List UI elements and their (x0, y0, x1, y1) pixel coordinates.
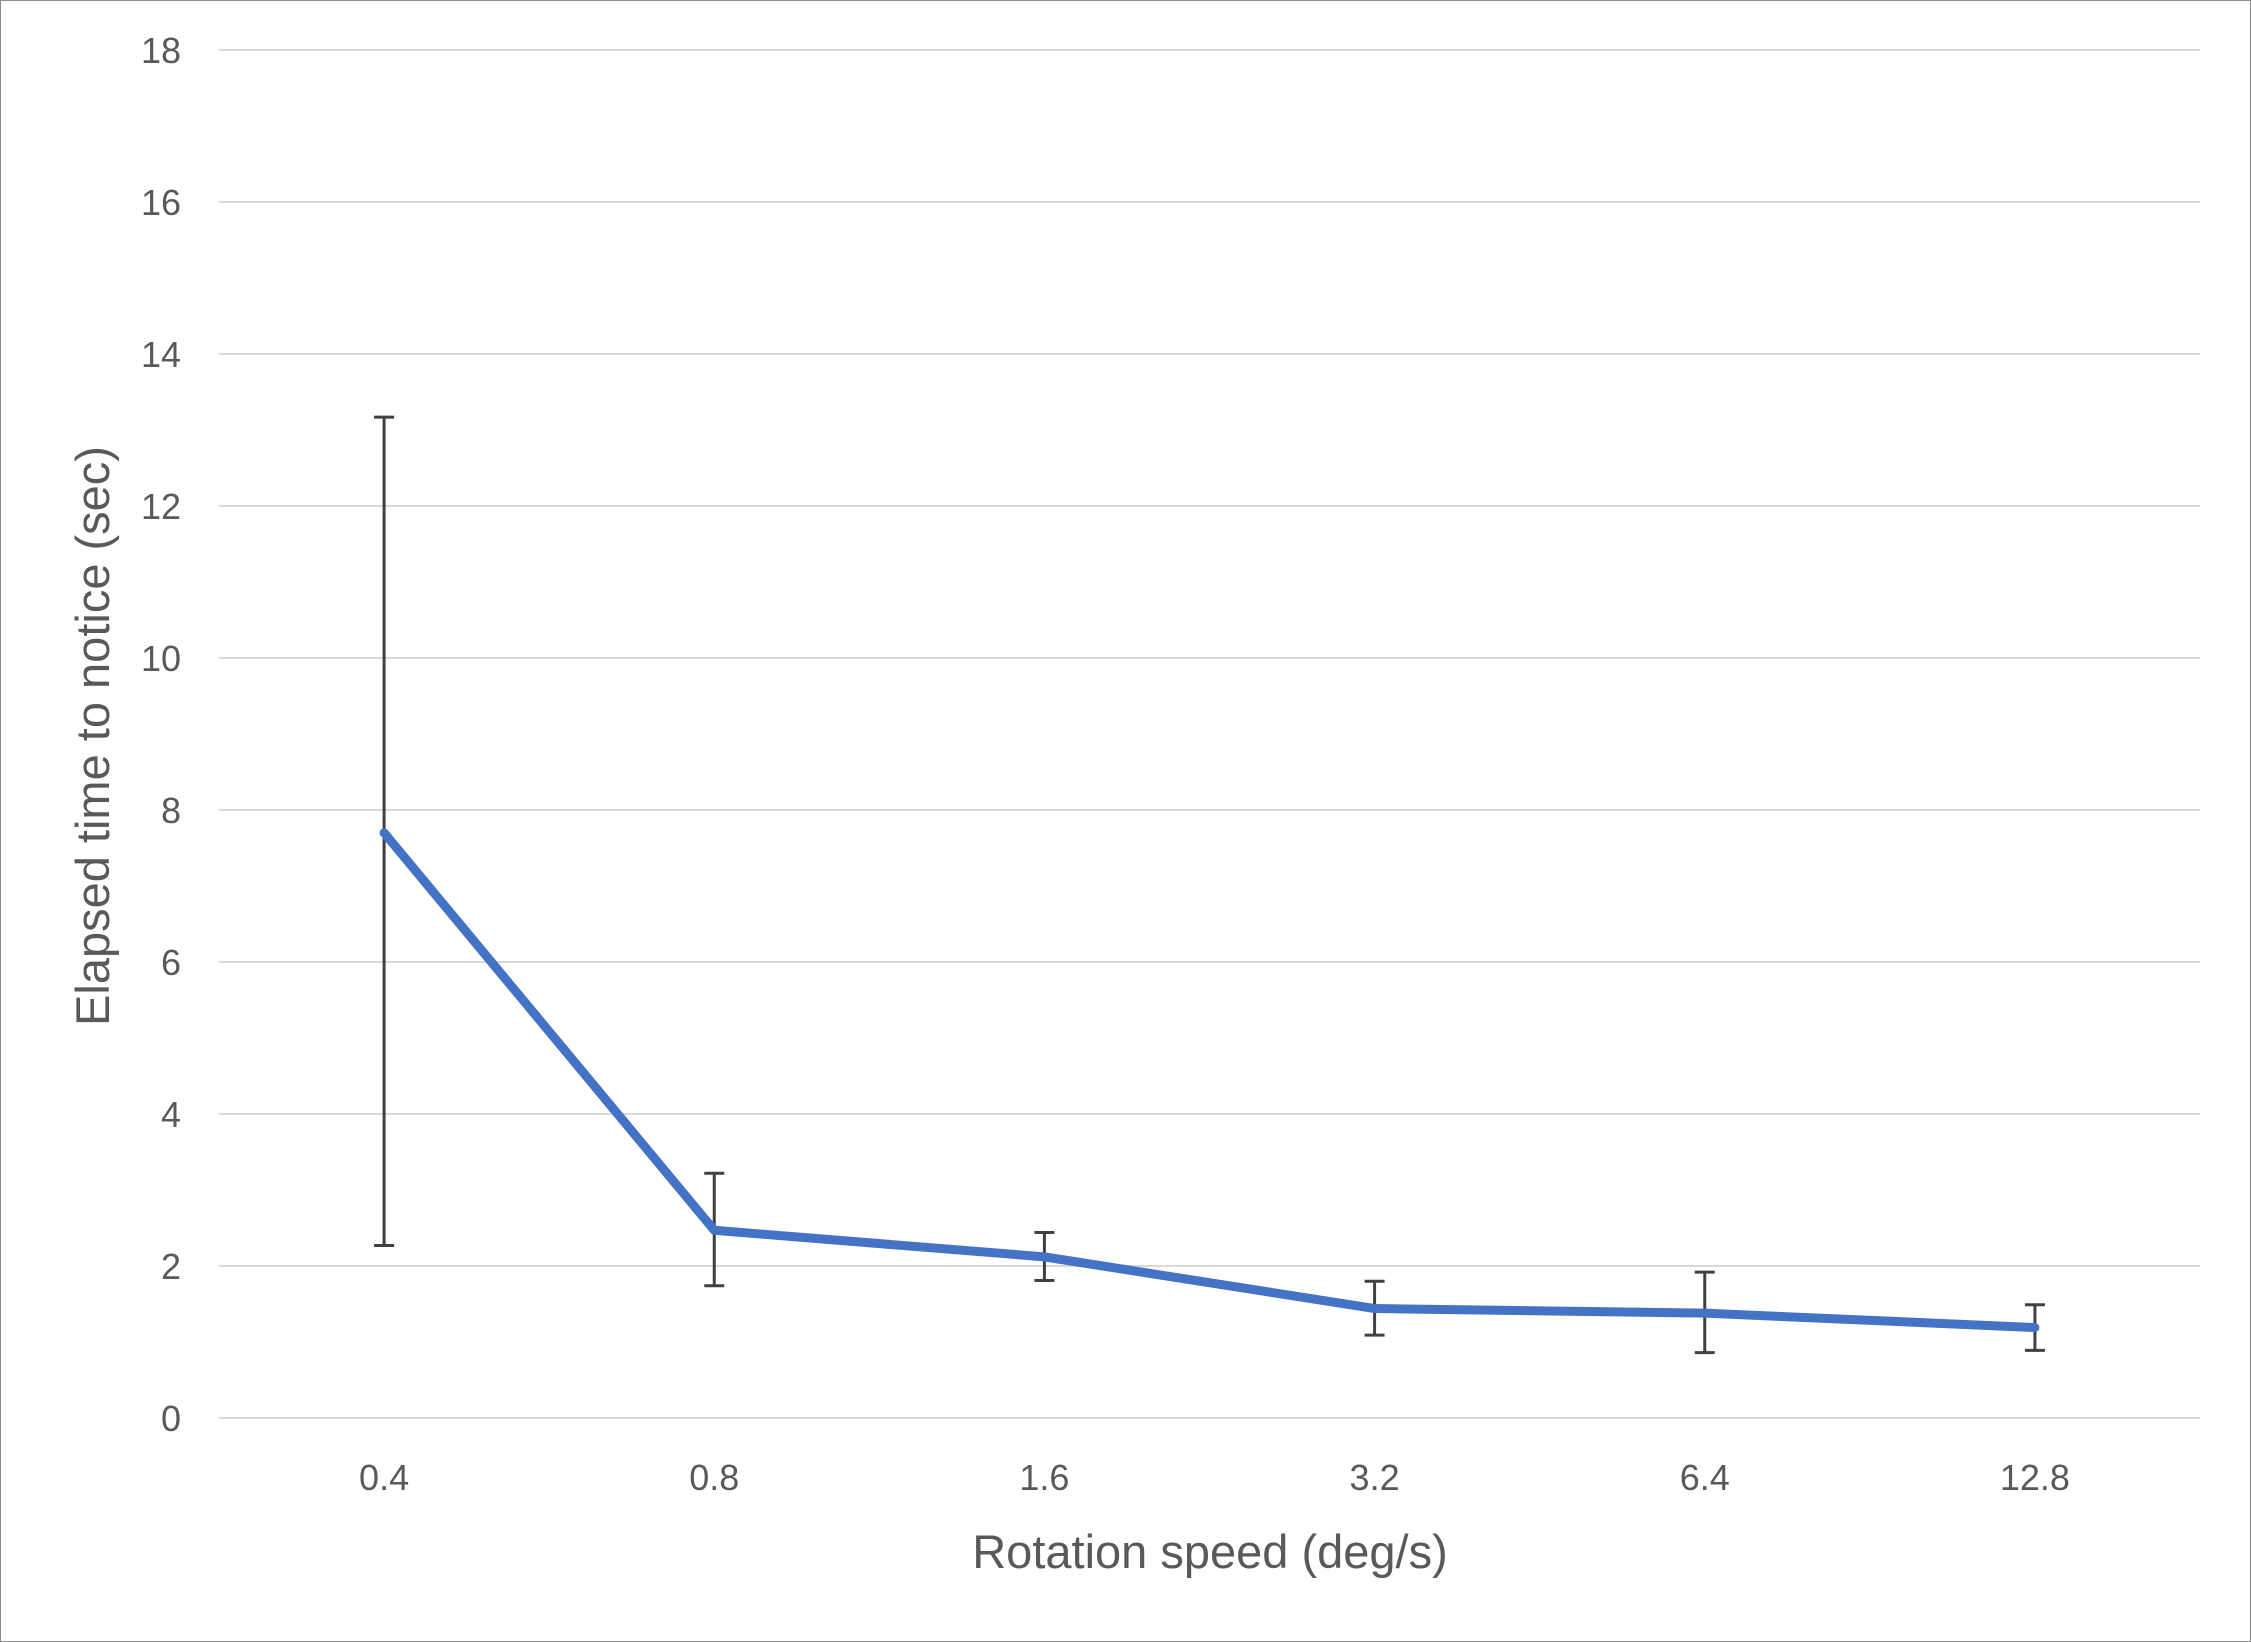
x-tick-label: 0.4 (359, 1457, 409, 1498)
y-tick-label: 16 (141, 182, 181, 223)
x-tick-label: 12.8 (2000, 1457, 2070, 1498)
y-tick-label: 0 (161, 1398, 181, 1439)
data-point (380, 828, 389, 837)
data-point (1370, 1304, 1379, 1313)
data-point (1700, 1309, 1709, 1318)
y-tick-label: 10 (141, 638, 181, 679)
y-tick-label: 18 (141, 30, 181, 71)
data-point (2030, 1323, 2039, 1332)
y-tick-label: 6 (161, 942, 181, 983)
gridlines (219, 49, 2200, 1419)
y-tick-label: 2 (161, 1246, 181, 1287)
x-tick-label: 3.2 (1350, 1457, 1400, 1498)
y-tick-label: 8 (161, 790, 181, 831)
y-tick-label: 12 (141, 486, 181, 527)
x-tick-label: 1.6 (1019, 1457, 1069, 1498)
y-tick-labels: 0 2 4 6 8 10 12 14 16 18 (141, 30, 181, 1439)
x-tick-label: 6.4 (1680, 1457, 1730, 1498)
x-tick-labels: 0.4 0.8 1.6 3.2 6.4 12.8 (359, 1457, 2070, 1498)
series-lines (379, 828, 2040, 1333)
y-tick-label: 14 (141, 334, 181, 375)
y-tick-label: 4 (161, 1094, 181, 1135)
x-tick-label: 0.8 (689, 1457, 739, 1498)
x-axis-title: Rotation speed (deg/s) (972, 1525, 1448, 1578)
data-point (710, 1226, 719, 1235)
error-bars (374, 415, 2045, 1355)
y-axis-title: Elapsed time to notice (sec) (66, 446, 119, 1026)
series-line (379, 828, 2040, 1333)
data-point (1040, 1252, 1049, 1261)
